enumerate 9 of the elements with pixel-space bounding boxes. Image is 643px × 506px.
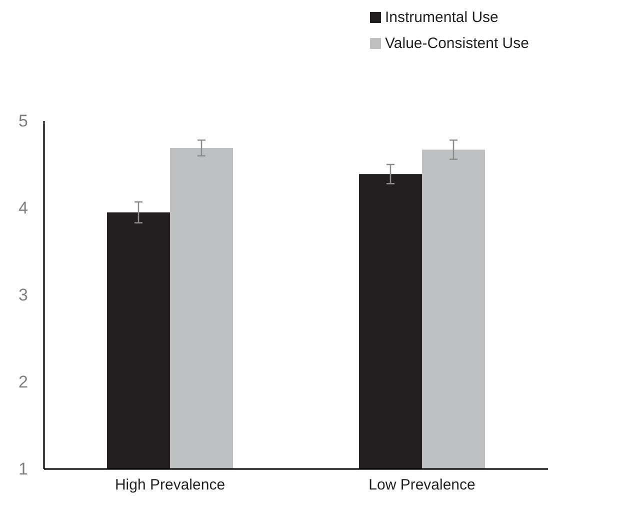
y-tick-label: 2 xyxy=(18,372,28,392)
x-tick-label: Low Prevalence xyxy=(368,476,476,494)
y-tick-label: 4 xyxy=(18,198,28,218)
legend-label: Value-Consistent Use xyxy=(385,35,529,52)
legend-label: Instrumental Use xyxy=(385,9,498,26)
y-tick-label: 1 xyxy=(18,459,28,478)
y-tick-label: 5 xyxy=(18,111,28,130)
x-tick-label: High Prevalence xyxy=(114,476,226,494)
y-tick-label: 3 xyxy=(18,285,28,304)
